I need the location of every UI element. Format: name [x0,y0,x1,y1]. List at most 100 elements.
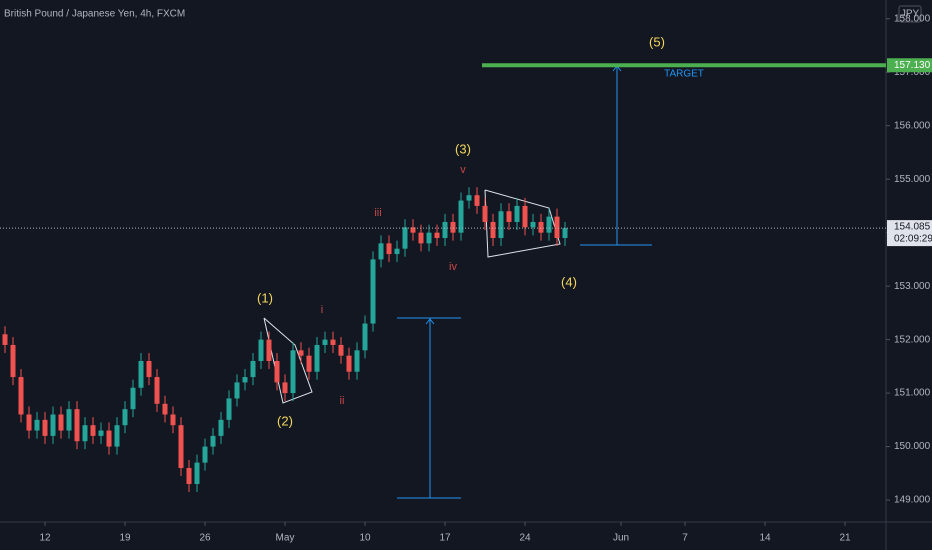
candle-body [546,216,552,233]
candle-body [322,339,328,345]
measure-arrow [425,318,435,325]
annotation: ii [340,395,345,407]
annotation: (4) [561,274,577,289]
y-tick-label: 151.000 [894,388,931,399]
candle-body [74,409,80,442]
candle-body [466,195,472,201]
currency-box [898,5,922,23]
candle-body [170,414,176,426]
x-tick-label: 10 [359,533,371,544]
candle-body [394,248,400,255]
candle-body [354,350,360,372]
candle-body [186,467,192,485]
candle-body [554,216,560,239]
candle-body [306,355,312,372]
y-tick-label: 156.000 [894,120,931,131]
candle-body [250,361,256,378]
candle-body [34,419,40,431]
current-price-label: 154.085 [894,222,931,233]
y-tick-label: 150.000 [894,441,931,452]
candle-body [346,355,352,372]
candle-body [274,361,280,383]
candle-body [98,430,104,436]
candle-body [202,446,208,463]
candle-body [434,232,440,239]
triangle-4 [484,189,561,258]
y-tick-label: 155.000 [894,174,931,185]
annotation: i [321,304,323,316]
candle-body [386,243,392,255]
candle-body [194,462,200,485]
candle-body [26,414,32,431]
candle-body [402,227,408,249]
candle-body [506,211,512,222]
candle-body [442,221,448,239]
candle-body [298,350,304,356]
candle-body [210,435,216,447]
candle-body [538,221,544,233]
annotation: v [460,164,466,176]
x-tick-label: 7 [682,533,688,544]
candle-body [482,205,488,222]
candle-body [106,430,112,447]
candle-body [42,419,48,436]
annotation: iv [449,261,457,273]
candle-body [258,339,264,362]
current-price-box [887,220,932,247]
candle-body [10,344,16,378]
chart-title: British Pound / Japanese Yen, 4h, FXCM [4,9,185,20]
candle-body [490,221,496,239]
candle-body [18,377,24,415]
x-tick-label: 19 [119,533,131,544]
candle-body [66,409,72,431]
target-price-box [887,58,932,73]
candle-body [82,425,88,442]
candle-body [314,344,320,372]
y-tick-label: 153.000 [894,281,931,292]
x-tick-label: Jun [613,533,629,544]
candle-body [474,195,480,206]
x-tick-label: 26 [199,533,211,544]
x-tick-label: 21 [839,533,851,544]
candle-body [58,414,64,431]
annotation: (1) [257,290,273,305]
candle-body [530,221,536,228]
candle-body [290,350,296,394]
annotation: (2) [277,413,293,428]
annotation: (5) [649,34,665,49]
candle-body [450,221,456,233]
candle-body [282,382,288,394]
countdown: 02:09:29 [894,234,932,245]
candle-body [2,334,8,345]
x-tick-label: 17 [439,533,451,544]
candle-body [218,419,224,436]
candle-body [330,339,336,345]
annotation: (3) [455,141,471,156]
candle-body [130,387,136,410]
candle-body [138,361,144,388]
candle-body [362,323,368,351]
x-tick-label: 12 [39,533,51,544]
candle-body [234,382,240,399]
target-price-label: 157.130 [894,60,931,71]
candle-body [226,398,232,420]
candle-body [266,339,272,362]
candle-body [522,205,528,228]
candle-body [418,232,424,244]
x-tick-label: 14 [759,533,771,544]
candle-body [154,377,160,404]
y-tick-label: 152.000 [894,334,931,345]
y-tick-label: 149.000 [894,495,931,506]
candle-body [562,228,568,239]
y-tick-label: 157.000 [894,67,931,78]
candle-body [378,243,384,260]
x-tick-label: May [276,533,295,544]
candle-body [114,425,120,447]
candle-body [458,200,464,233]
candle-body [162,403,168,415]
candle-body [370,259,376,324]
candle-body [338,344,344,356]
candle-body [242,377,248,383]
